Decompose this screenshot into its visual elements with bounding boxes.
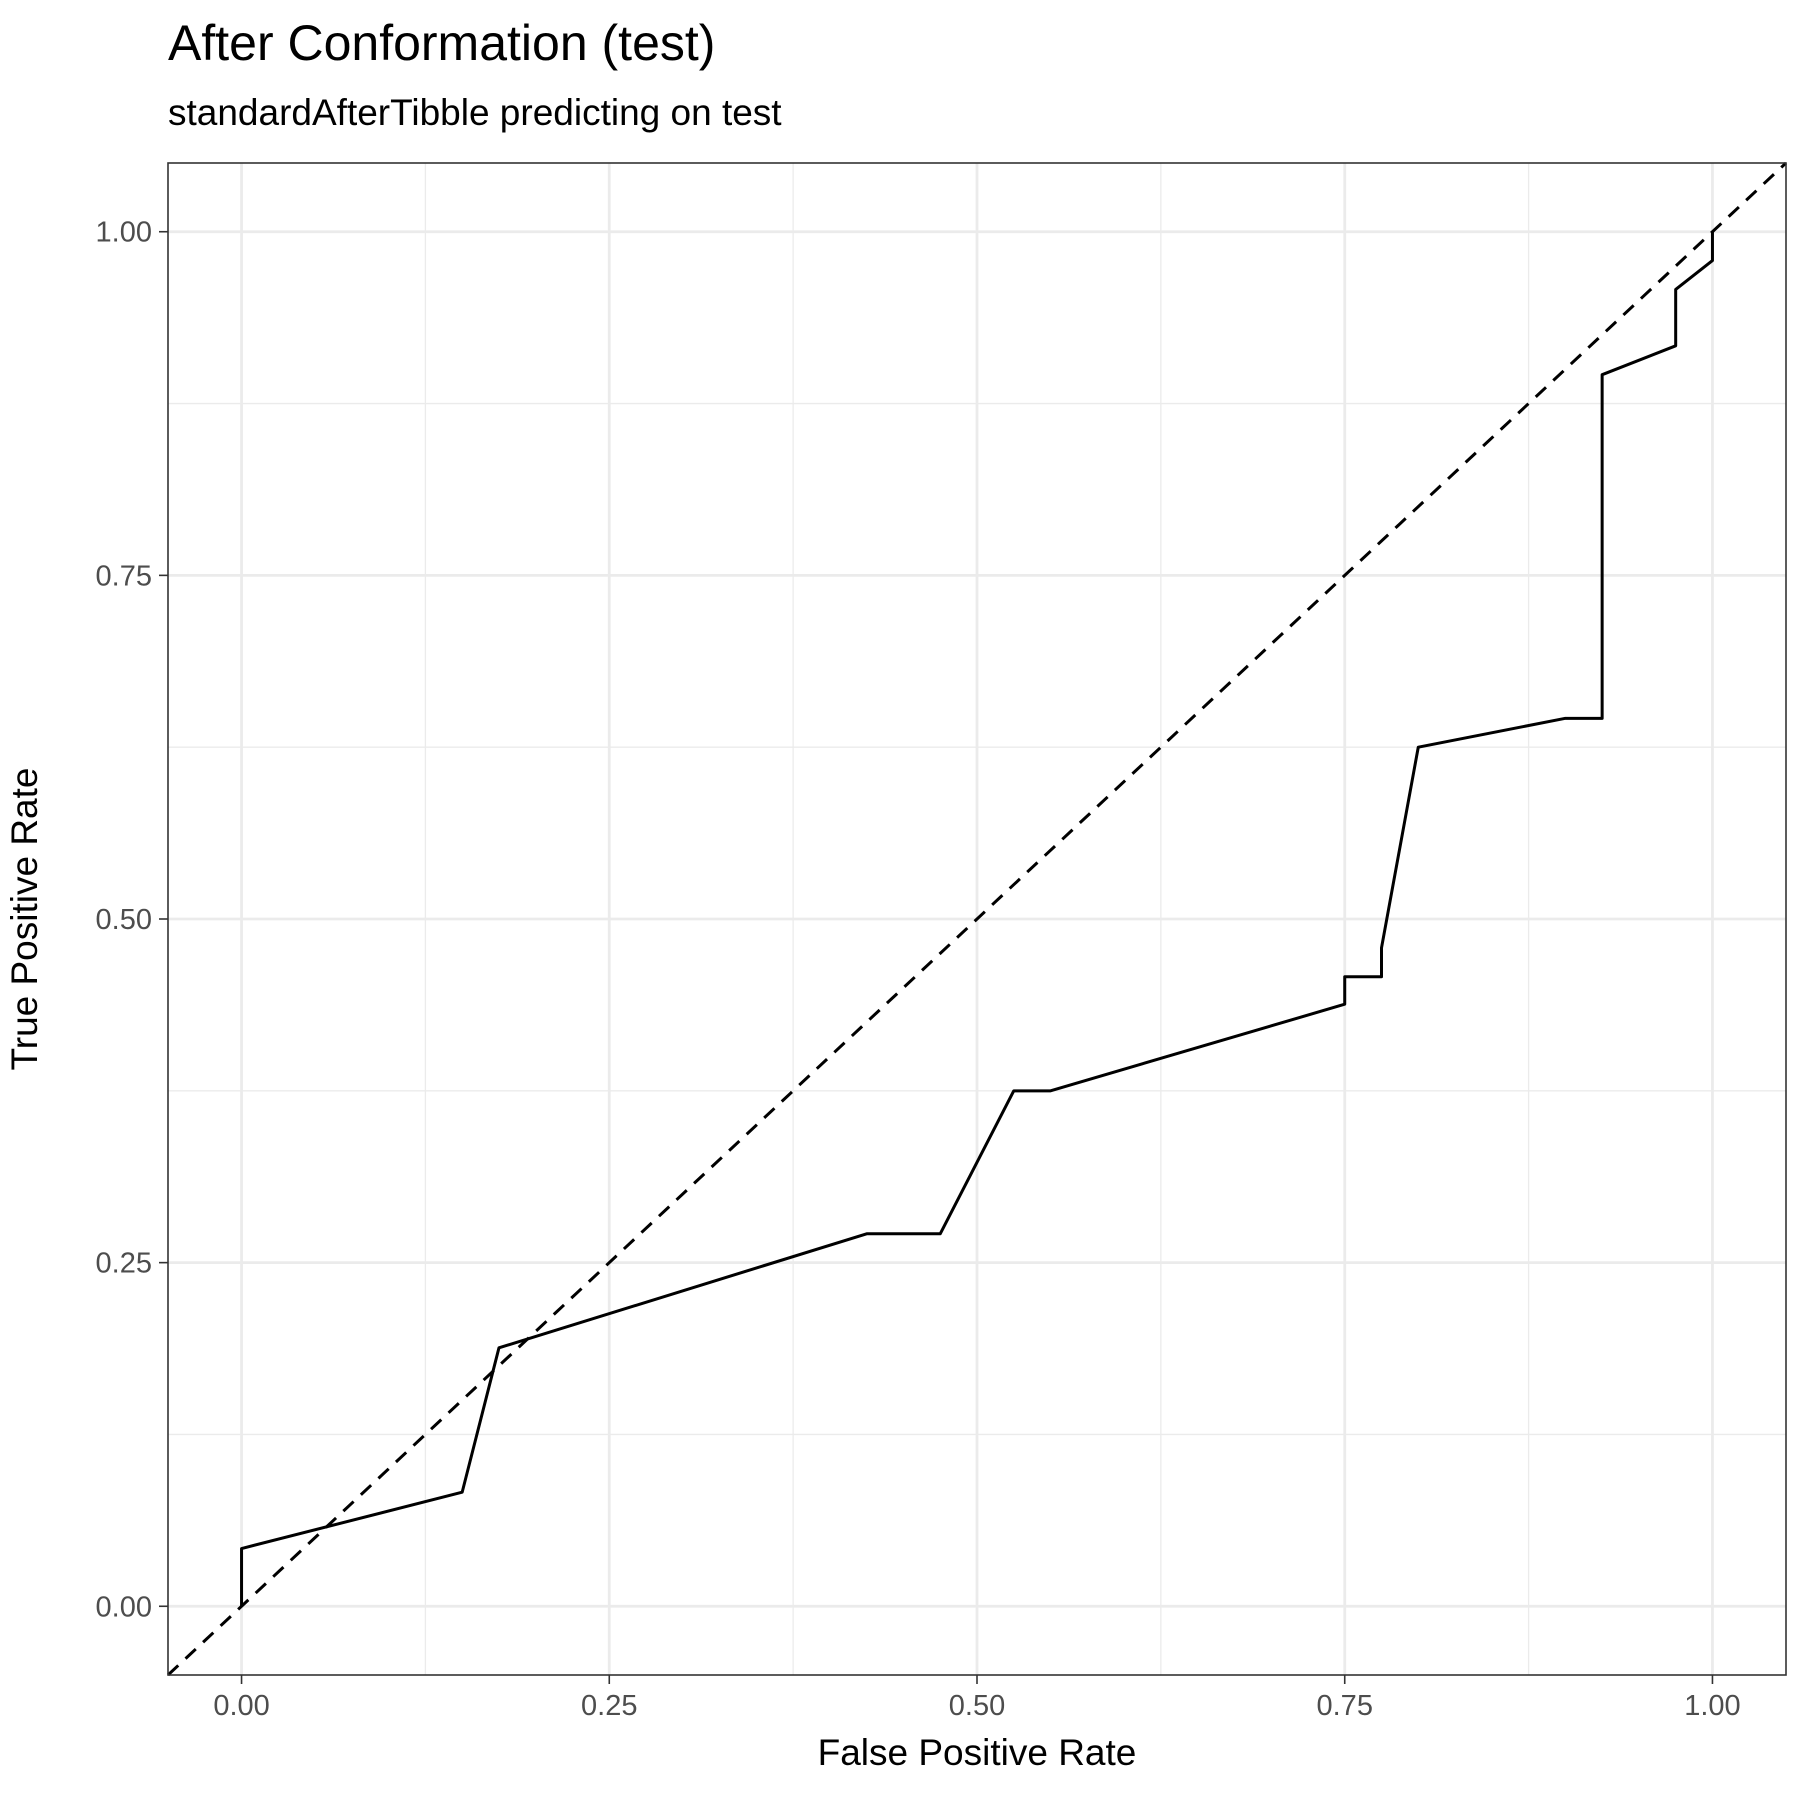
x-tick-label: 0.50 <box>949 1690 1005 1722</box>
x-tick-label: 1.00 <box>1684 1690 1740 1722</box>
y-tick-label: 0.25 <box>96 1248 152 1280</box>
y-tick-label: 1.00 <box>96 217 152 249</box>
x-tick-label: 0.00 <box>213 1690 269 1722</box>
axis-layer: 0.00 0.25 0.50 0.75 1.00 0.00 0.25 0.50 0.75 1.00 <box>96 217 1741 1722</box>
x-axis-title: False Positive Rate <box>818 1732 1137 1773</box>
data-layer <box>166 161 1788 1677</box>
y-axis-title: True Positive Rate <box>4 768 45 1071</box>
y-tick-label: 0.50 <box>96 904 152 936</box>
x-tick-label: 0.25 <box>581 1690 637 1722</box>
y-tick-label: 0.00 <box>96 1591 152 1623</box>
x-tick-label: 0.75 <box>1317 1690 1373 1722</box>
reference-diagonal-line <box>166 161 1788 1677</box>
y-tick-label: 0.75 <box>96 560 152 592</box>
chart-subtitle: standardAfterTibble predicting on test <box>168 92 782 133</box>
chart-title: After Conformation (test) <box>168 15 716 71</box>
roc-curve-line <box>240 231 1714 1607</box>
